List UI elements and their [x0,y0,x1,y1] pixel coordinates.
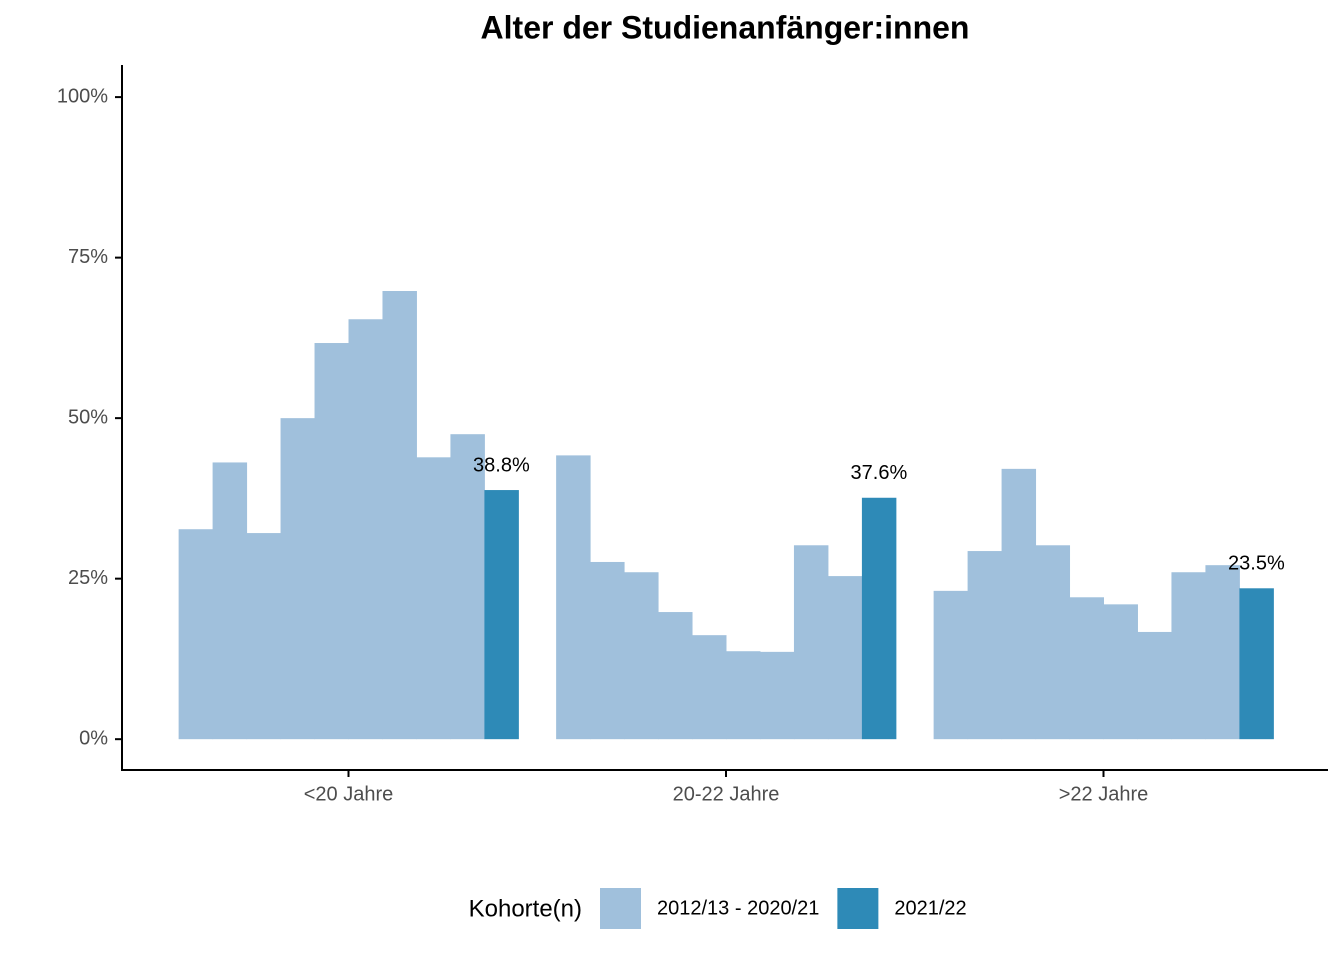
x-tick-label: >22 Jahre [1059,783,1149,805]
bar [1137,631,1172,740]
bar [1205,565,1240,740]
value-label: 23.5% [1228,553,1285,575]
y-tick-label: 100% [57,85,108,107]
value-label: 38.8% [473,454,530,476]
bar [590,561,625,740]
bar [212,462,248,740]
bar [556,455,591,740]
bar [1001,468,1037,740]
bar [759,651,795,740]
bar [1069,597,1104,740]
bar [484,490,519,740]
bar [1103,604,1138,740]
y-tick-label: 75% [68,246,108,268]
y-tick-label: 0% [79,727,108,749]
legend-title: Kohorte(n) [469,895,582,922]
bar [793,545,829,740]
bar [933,590,969,740]
bar [348,319,383,740]
bar [692,635,727,740]
legend-label: 2012/13 - 2020/21 [657,897,819,919]
value-label: 37.6% [851,462,908,484]
legend-swatch [600,888,641,929]
bar [658,612,693,740]
bar [280,418,316,740]
bar [726,651,761,740]
bar [178,529,214,740]
bar [624,572,659,740]
legend-swatch [837,888,879,929]
bar [382,291,417,740]
x-tick-label: 20-22 Jahre [673,783,780,805]
chart-title: Alter der Studienanfänger:innen [481,9,970,45]
bar [416,457,451,740]
y-tick-label: 50% [68,406,108,428]
bar [314,343,349,740]
bar [450,434,485,740]
legend-label: 2021/22 [894,897,966,919]
bar [1171,572,1206,740]
bar [1239,588,1274,740]
bar [1035,545,1071,740]
bar [967,551,1003,740]
bar [861,497,897,740]
bar [246,533,282,740]
y-tick-label: 25% [68,567,108,589]
x-tick-label: <20 Jahre [304,783,394,805]
bar [827,576,863,740]
